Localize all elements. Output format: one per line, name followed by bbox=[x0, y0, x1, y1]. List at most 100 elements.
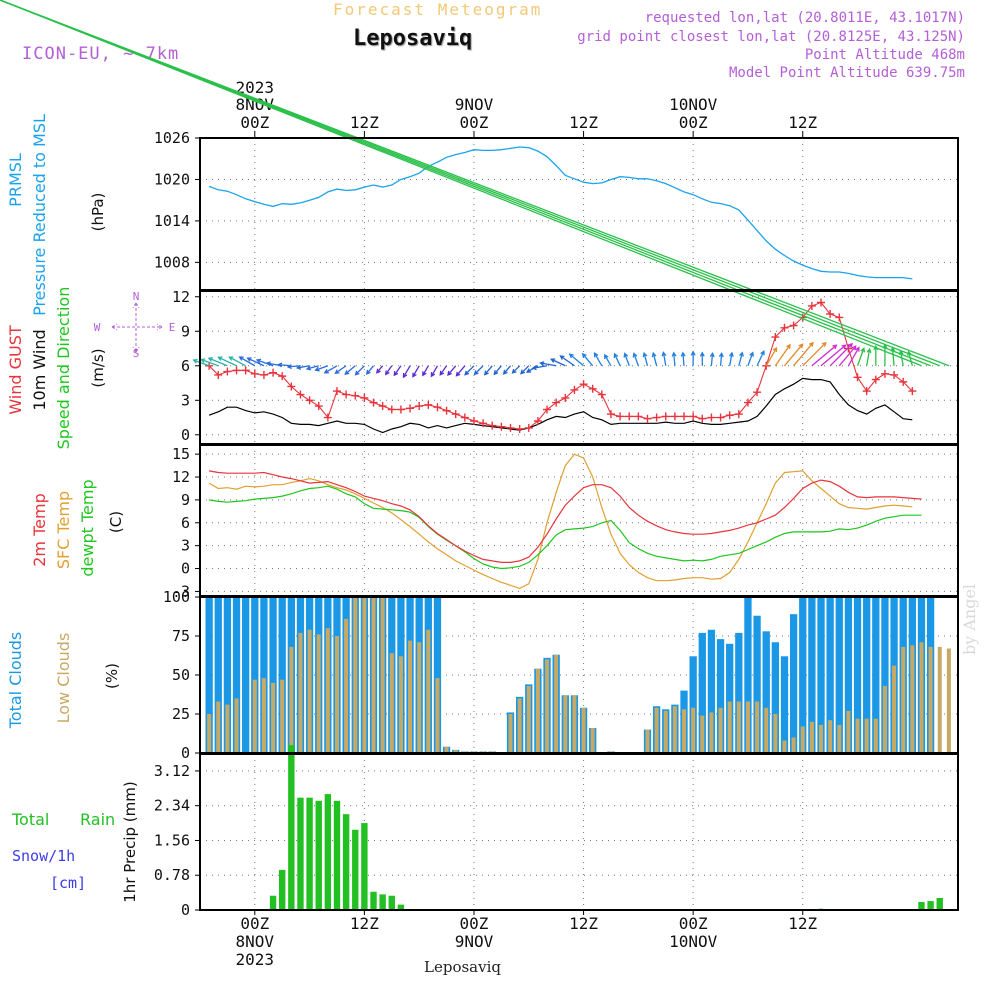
wind-arrow-head bbox=[525, 368, 532, 373]
low-cloud-bar bbox=[216, 701, 221, 753]
total-cloud-bar bbox=[744, 597, 752, 753]
low-cloud-bar bbox=[672, 706, 677, 753]
y-tick-label: 0 bbox=[181, 426, 190, 444]
compass-n: N bbox=[133, 290, 140, 303]
compass-s: S bbox=[133, 347, 140, 360]
low-cloud-bar bbox=[809, 721, 814, 753]
rain-bar bbox=[379, 894, 386, 910]
wind-arrow-head bbox=[365, 369, 371, 375]
wind-arrow-head bbox=[334, 369, 340, 375]
wind-arrow-head bbox=[430, 372, 436, 378]
wind-arrow-head bbox=[464, 370, 470, 376]
bottom-date-label: 10NOV bbox=[669, 932, 718, 951]
wind-arrow-head bbox=[581, 352, 587, 358]
y-tick-label: 12 bbox=[172, 288, 190, 306]
wind-arrow-head bbox=[821, 341, 827, 347]
y-tick-label: -3 bbox=[172, 582, 190, 600]
rain-bar bbox=[315, 800, 322, 910]
wind-arrow bbox=[287, 365, 301, 368]
wind-arrow bbox=[710, 353, 714, 366]
y-tick-label: 1.56 bbox=[154, 831, 190, 849]
bottom-hour-label: 00Z bbox=[240, 914, 269, 933]
clouds-unit-label: (%) bbox=[103, 663, 121, 689]
gust-marker bbox=[406, 404, 415, 413]
bottom-date-label: 8NOV bbox=[236, 932, 275, 951]
temperature-border bbox=[199, 444, 959, 597]
gust-marker bbox=[451, 410, 460, 419]
y-tick-label: 9 bbox=[181, 322, 190, 340]
gust-marker bbox=[826, 310, 835, 319]
low-cloud-bar bbox=[289, 646, 294, 753]
gust-marker bbox=[643, 414, 652, 423]
wind-arrow-head bbox=[841, 344, 847, 350]
gust-marker bbox=[862, 387, 871, 396]
rain-bar bbox=[333, 800, 341, 910]
y-tick-label: 0 bbox=[181, 744, 190, 762]
low-cloud-bar bbox=[334, 636, 339, 753]
wind-arrow bbox=[633, 353, 639, 366]
compass-w: W bbox=[94, 321, 101, 334]
bottom-hour-label: 00Z bbox=[679, 914, 708, 933]
gust-marker bbox=[853, 373, 862, 382]
low-cloud-bar bbox=[773, 714, 778, 753]
rain-bar bbox=[269, 895, 277, 910]
total-clouds-label: Total Clouds bbox=[6, 632, 25, 730]
wind-arrow-head bbox=[402, 373, 408, 379]
rain-bar bbox=[324, 794, 332, 910]
wind-arrow-head bbox=[860, 347, 866, 353]
low-clouds-label: Low Clouds bbox=[54, 633, 73, 724]
wind-arrow-head bbox=[718, 351, 724, 358]
wind-arrow bbox=[422, 365, 429, 376]
gust-marker bbox=[332, 387, 341, 396]
wind-arrow-head bbox=[851, 345, 857, 351]
wind-arrow-head bbox=[772, 346, 778, 353]
wind-arrow-head bbox=[623, 352, 629, 358]
wind-arrow-head bbox=[559, 355, 565, 360]
wind-arrow bbox=[412, 365, 420, 377]
low-cloud-bar bbox=[791, 737, 796, 753]
legend-snow-unit: [cm] bbox=[50, 874, 86, 892]
wind-arrow bbox=[430, 365, 439, 377]
precip-legend: Total Rain Snow/1h [cm] bbox=[11, 810, 115, 892]
wind-arrow bbox=[344, 365, 356, 375]
total-cloud-bar bbox=[844, 597, 853, 753]
gust-marker bbox=[305, 396, 314, 405]
rain-bar bbox=[342, 814, 350, 910]
total-cloud-bar bbox=[881, 597, 889, 753]
low-cloud-bar bbox=[371, 597, 376, 753]
wind-arrow-head bbox=[493, 370, 499, 376]
total-cloud-bar bbox=[726, 643, 734, 753]
wind-arrow bbox=[247, 357, 265, 367]
low-cloud-bar bbox=[298, 632, 303, 753]
wind-arrow bbox=[208, 357, 228, 367]
total-cloud-bar bbox=[716, 639, 725, 753]
gust-marker bbox=[807, 301, 816, 310]
gust-marker bbox=[524, 423, 533, 432]
y-tick-label: 1008 bbox=[154, 253, 190, 271]
wind-arrow-head bbox=[255, 358, 262, 364]
total-cloud-bar bbox=[214, 597, 222, 753]
low-cloud-bar bbox=[408, 640, 413, 753]
rain-bar bbox=[352, 829, 359, 910]
wind-arrow bbox=[838, 345, 857, 367]
total-cloud-bar bbox=[753, 615, 761, 753]
gust-marker bbox=[497, 422, 506, 431]
wind-speed-line bbox=[208, 377, 913, 434]
legend-total: Total bbox=[11, 810, 49, 829]
rain-bar bbox=[936, 897, 943, 910]
gust-marker bbox=[835, 313, 844, 322]
wind-arrow bbox=[335, 365, 347, 374]
location-title: Leposaviq bbox=[353, 26, 473, 51]
gust-marker bbox=[479, 419, 488, 428]
total-cloud-bar bbox=[771, 642, 780, 753]
wind-arrow-head bbox=[483, 370, 489, 376]
gust-marker bbox=[396, 405, 405, 414]
rain-bar bbox=[278, 869, 286, 910]
wind-arrow bbox=[385, 365, 393, 375]
wind-arrow-head bbox=[375, 368, 381, 374]
low-cloud-bar bbox=[755, 701, 760, 753]
wind-arrow-head bbox=[728, 351, 734, 357]
compass-rose: N S W E bbox=[94, 290, 176, 360]
low-cloud-bar bbox=[919, 642, 924, 753]
gust-marker bbox=[250, 369, 259, 378]
